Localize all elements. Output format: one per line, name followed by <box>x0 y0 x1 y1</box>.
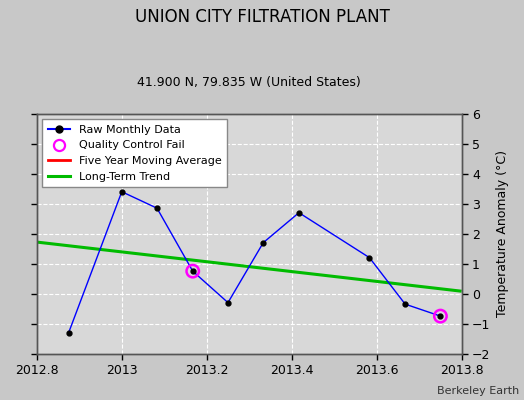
Point <box>189 268 197 274</box>
Text: UNION CITY FILTRATION PLANT: UNION CITY FILTRATION PLANT <box>135 8 389 26</box>
Y-axis label: Temperature Anomaly (°C): Temperature Anomaly (°C) <box>496 150 509 317</box>
Legend: Raw Monthly Data, Quality Control Fail, Five Year Moving Average, Long-Term Tren: Raw Monthly Data, Quality Control Fail, … <box>42 119 227 187</box>
Title: 41.900 N, 79.835 W (United States): 41.900 N, 79.835 W (United States) <box>137 76 361 89</box>
Point <box>436 313 444 319</box>
Text: Berkeley Earth: Berkeley Earth <box>436 386 519 396</box>
